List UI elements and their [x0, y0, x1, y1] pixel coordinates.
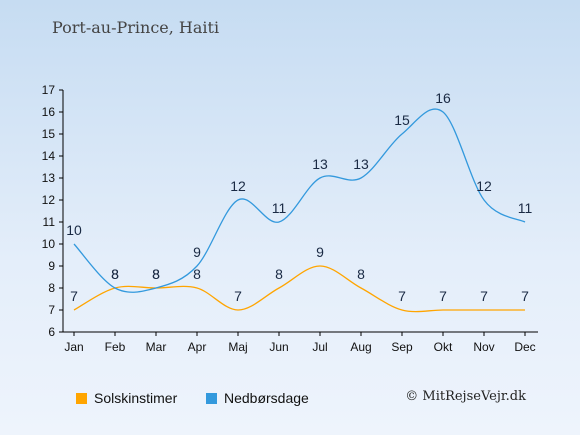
- y-tick-label: 10: [42, 237, 56, 251]
- data-label: 8: [111, 266, 119, 282]
- y-tick-label: 13: [42, 171, 56, 185]
- data-label: 11: [272, 200, 287, 216]
- x-tick-label: Jun: [269, 340, 288, 354]
- x-tick-label: Apr: [188, 340, 207, 354]
- data-label: 7: [439, 288, 447, 304]
- y-tick-label: 15: [42, 127, 56, 141]
- x-tick-label: Dec: [514, 340, 535, 354]
- series-line-rain-days: [73, 108, 526, 293]
- y-tick-label: 6: [48, 325, 55, 339]
- data-label: 12: [476, 178, 492, 194]
- copyright-link[interactable]: © MitRejseVejr.dk: [405, 389, 526, 404]
- legend-label-rain-days: Nedbørsdage: [224, 390, 309, 406]
- chart-axes: 6 7 8 9 10 11 12 13 14 15 16 17 Jan Feb Mar Apr Maj Jun Ju…: [42, 83, 538, 354]
- legend-item-sunshine: Solskinstimer: [76, 388, 177, 408]
- x-tick-label: Mar: [146, 340, 167, 354]
- legend-swatch-rain-days: [206, 392, 217, 404]
- data-label: 7: [521, 288, 529, 304]
- series-lines: [73, 108, 526, 313]
- x-tick-label: Jul: [312, 340, 327, 354]
- y-tick-label: 11: [43, 215, 56, 229]
- data-label: 9: [316, 244, 324, 260]
- data-label: 8: [193, 266, 201, 282]
- x-tick-label: Aug: [350, 340, 371, 354]
- data-label: 9: [193, 244, 201, 260]
- legend-label-sunshine: Solskinstimer: [94, 390, 178, 406]
- series-line-sunshine: [73, 265, 525, 313]
- data-label: 8: [152, 266, 160, 282]
- legend-swatch-sunshine: [76, 392, 87, 404]
- x-tick-label: Okt: [434, 340, 453, 354]
- data-label: 12: [230, 178, 246, 194]
- y-tick-label: 7: [48, 303, 55, 317]
- data-label: 10: [66, 222, 82, 238]
- data-label: 13: [353, 156, 369, 172]
- data-label: 7: [234, 288, 242, 304]
- data-label: 8: [275, 266, 283, 282]
- y-tick-label: 16: [42, 105, 56, 119]
- data-label: 7: [398, 288, 406, 304]
- y-tick-label: 17: [42, 83, 56, 97]
- y-tick-label: 9: [48, 259, 55, 273]
- x-tick-label: Maj: [228, 340, 247, 354]
- data-label: 8: [152, 266, 160, 282]
- data-label: 15: [394, 112, 410, 128]
- x-tick-label: Feb: [105, 340, 126, 354]
- y-tick-label: 8: [48, 281, 55, 295]
- y-tick-label: 14: [42, 149, 56, 163]
- x-tick-label: Jan: [64, 340, 83, 354]
- y-tick-label: 12: [42, 193, 56, 207]
- data-label: 11: [518, 200, 533, 216]
- legend-item-rain-days: Nedbørsdage: [206, 388, 309, 408]
- data-label: 8: [111, 266, 119, 282]
- data-label: 8: [357, 266, 365, 282]
- x-tick-label: Nov: [473, 340, 494, 354]
- data-label: 7: [480, 288, 488, 304]
- data-label: 16: [435, 90, 451, 106]
- data-label: 7: [70, 288, 78, 304]
- x-tick-label: Sep: [391, 340, 413, 354]
- data-label: 13: [312, 156, 328, 172]
- chart-title: Port-au-Prince, Haiti: [52, 18, 220, 37]
